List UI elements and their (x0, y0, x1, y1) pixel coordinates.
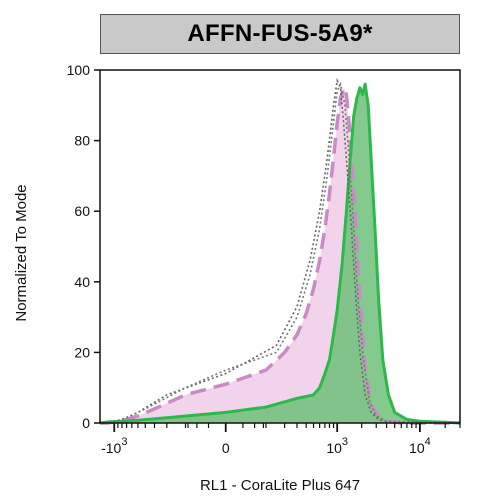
y-tick-label: 100 (67, 62, 91, 78)
y-tick-label: 0 (82, 415, 90, 431)
chart-title-box: AFFN-FUS-5A9* (100, 14, 460, 54)
series-green-line (99, 82, 461, 425)
series-green-fill (100, 84, 460, 423)
y-tick-label: 40 (74, 274, 90, 290)
x-tick-label: -103 (101, 436, 127, 456)
x-tick-label: 0 (222, 440, 230, 456)
series-fills (100, 84, 460, 423)
series-lines (99, 77, 461, 425)
y-tick-label: 80 (74, 133, 90, 149)
axes: 0 20 40 60 80 100 -103 0 103 104 (67, 62, 461, 456)
x-tick-label: 104 (409, 436, 431, 456)
plot-frame (99, 69, 461, 424)
y-tick-label: 20 (74, 344, 90, 360)
x-tick-label: 103 (326, 436, 348, 456)
y-tick-label: 60 (74, 203, 90, 219)
series-pink-fill (100, 87, 460, 423)
series-dotted-2-line (99, 81, 461, 424)
x-axis-label: RL1 - CoraLite Plus 647 (200, 477, 360, 494)
series-dotted-1-line (99, 77, 460, 424)
y-axis-label: Normalized To Mode (13, 184, 30, 321)
chart-title: AFFN-FUS-5A9* (187, 20, 373, 47)
